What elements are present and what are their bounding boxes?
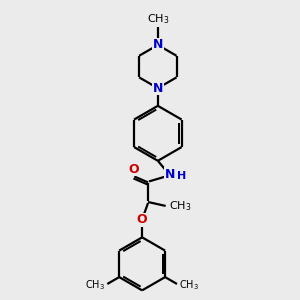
Text: O: O	[137, 213, 148, 226]
Text: N: N	[153, 82, 163, 95]
Text: N: N	[153, 38, 163, 52]
Text: H: H	[176, 170, 186, 181]
Text: N: N	[164, 168, 175, 181]
Text: CH$_3$: CH$_3$	[179, 278, 199, 292]
Text: CH$_3$: CH$_3$	[85, 278, 105, 292]
Text: CH$_3$: CH$_3$	[147, 13, 169, 26]
Text: O: O	[128, 163, 139, 176]
Text: CH$_3$: CH$_3$	[169, 199, 191, 213]
